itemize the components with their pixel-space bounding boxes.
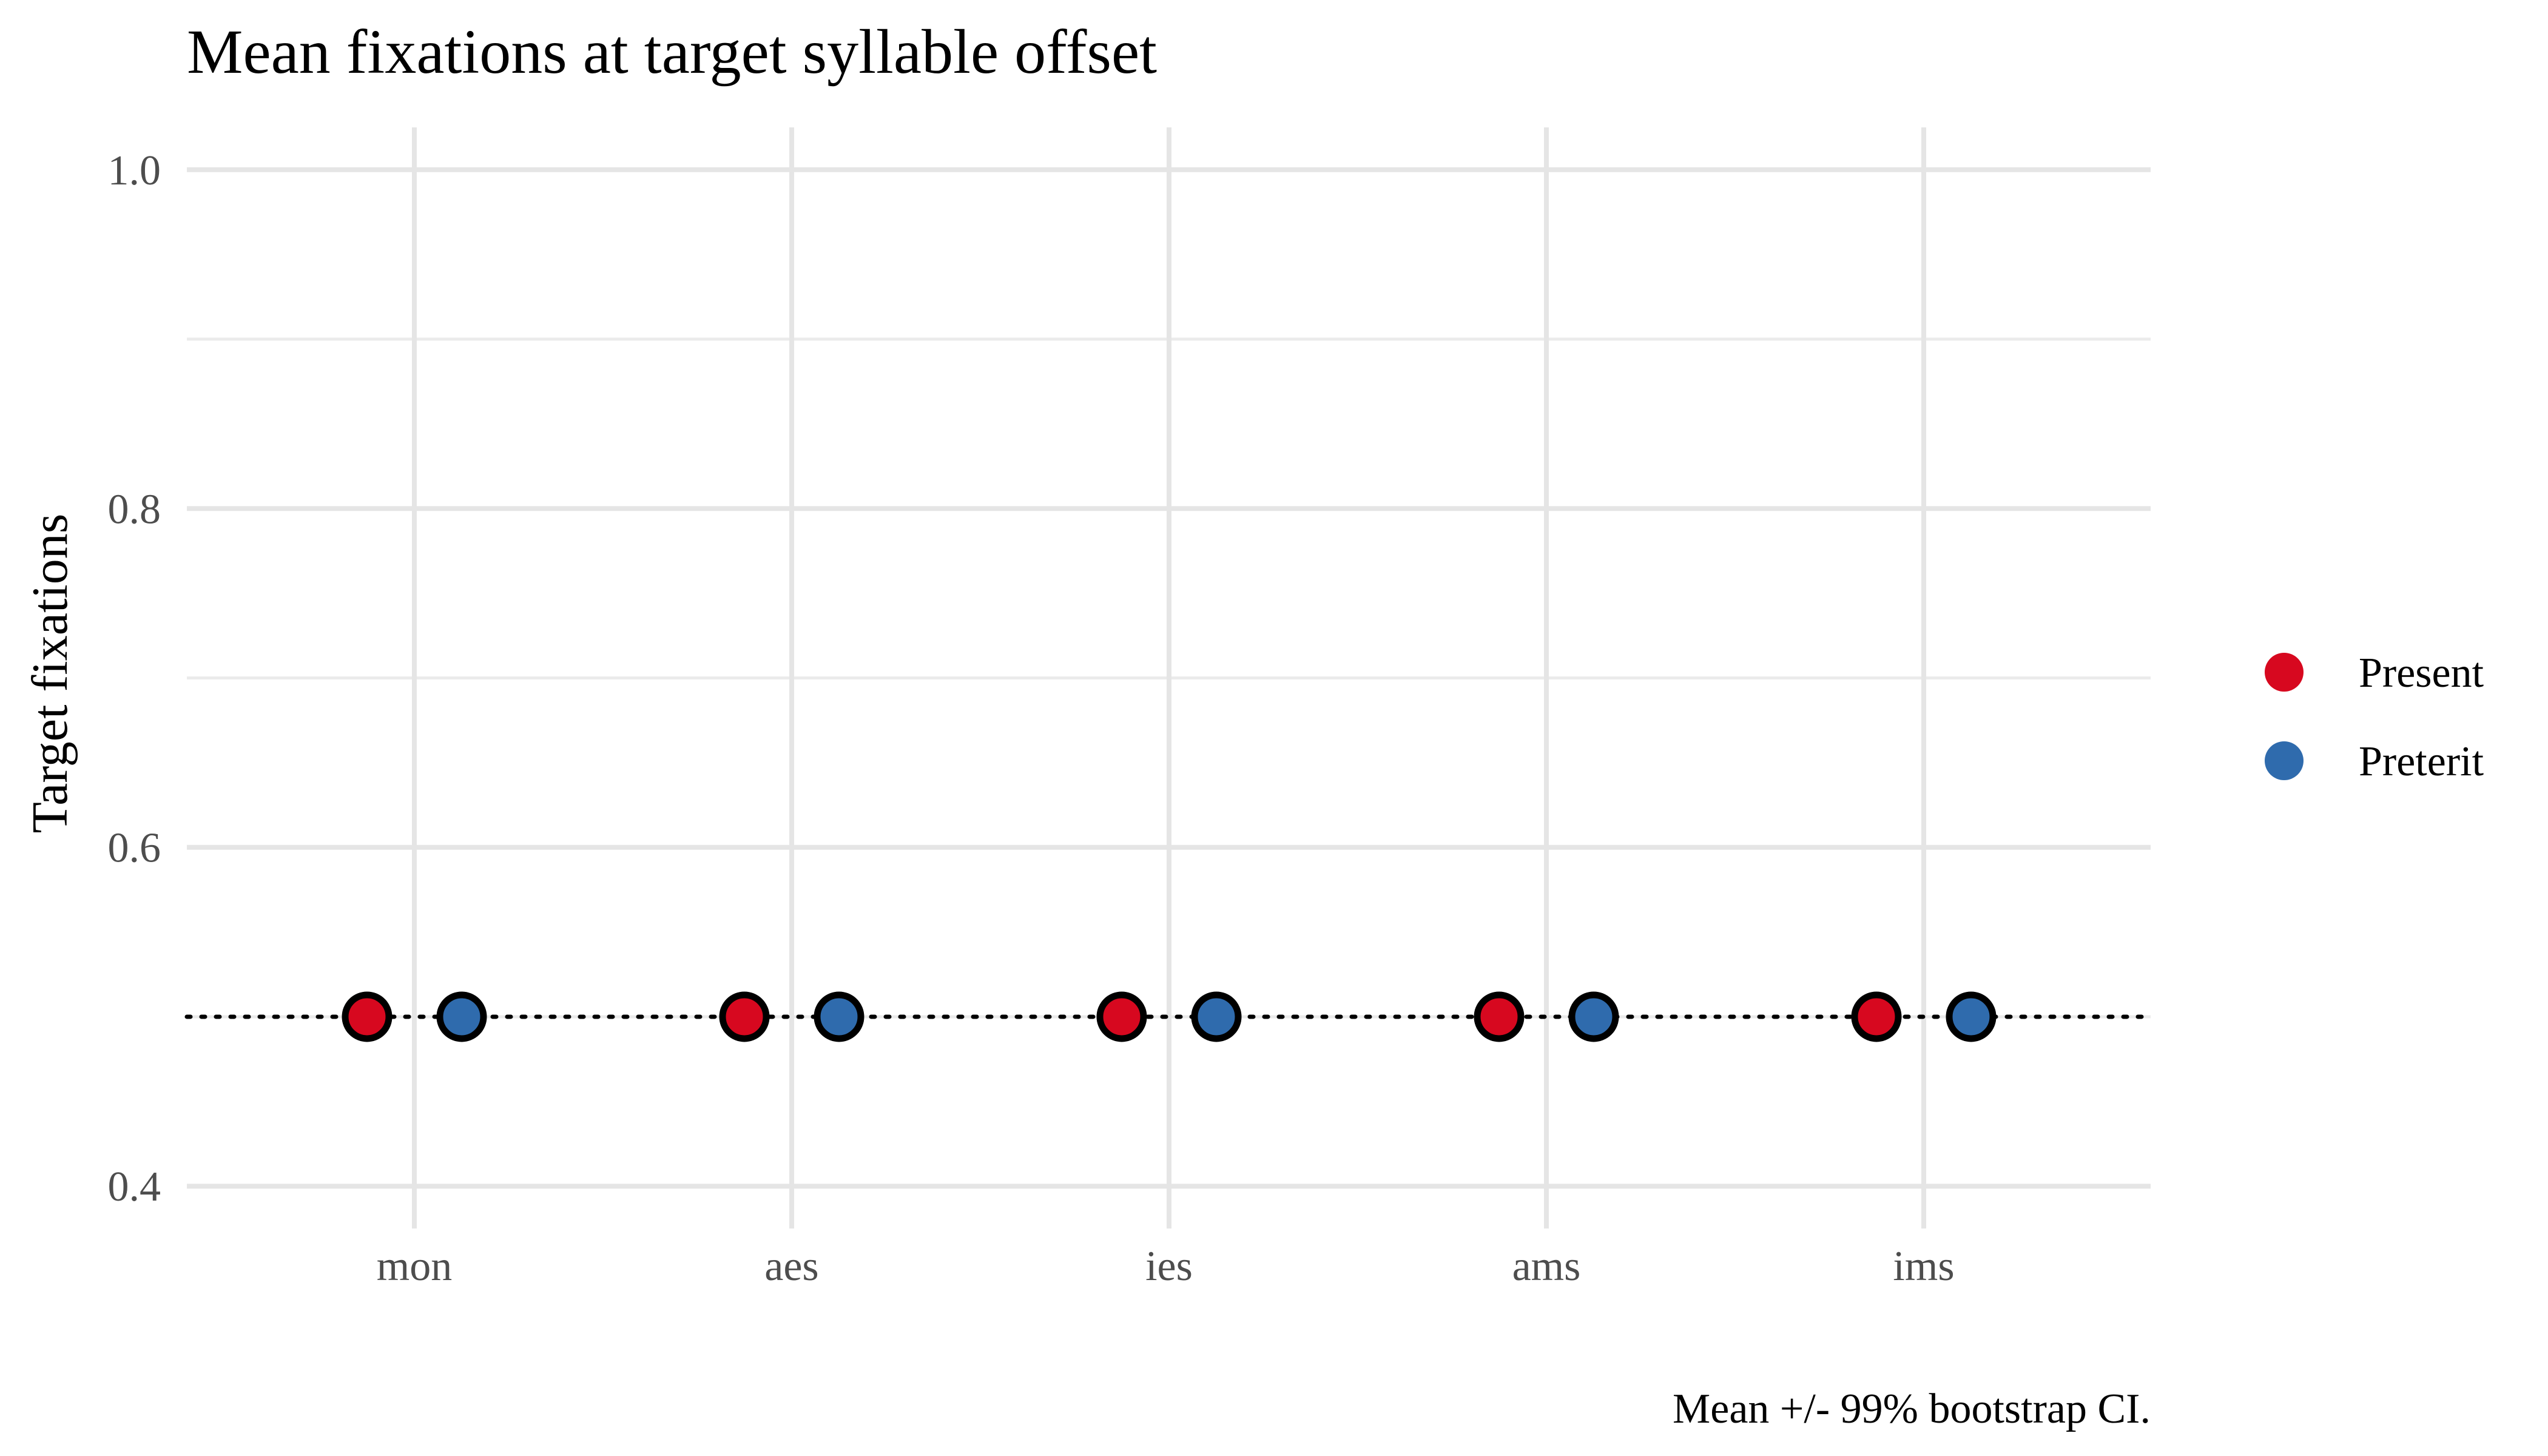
legend-label-present: Present (2359, 650, 2484, 696)
y-tick-label: 0.4 (108, 1164, 161, 1210)
x-axis-ticks: mon aes ies ams ims (377, 1243, 1955, 1290)
chart-title: Mean fixations at target syllable offset (187, 17, 1157, 87)
legend-key-present (2265, 653, 2304, 692)
data-point-present-ims (1851, 991, 1902, 1042)
grid-major (187, 127, 2151, 1228)
data-point-preterit-ies (1191, 991, 1242, 1042)
x-tick-label: ams (1512, 1243, 1581, 1290)
data-point-present-mon (342, 991, 393, 1042)
data-point-preterit-mon (436, 991, 487, 1042)
data-point-present-aes (719, 991, 770, 1042)
x-tick-label: ims (1893, 1243, 1954, 1290)
legend: Present Preterit (2265, 650, 2484, 785)
legend-key-preterit (2265, 741, 2304, 780)
y-axis-ticks: 0.4 0.6 0.8 1.0 (108, 147, 161, 1210)
x-tick-label: ies (1145, 1243, 1193, 1290)
data-point-preterit-ims (1946, 991, 1997, 1042)
y-tick-label: 0.8 (108, 486, 161, 533)
data-points (342, 991, 1997, 1042)
data-point-present-ams (1474, 991, 1525, 1042)
chart-caption: Mean +/- 99% bootstrap CI. (1673, 1386, 2151, 1432)
x-tick-label: mon (377, 1243, 452, 1290)
data-point-present-ies (1096, 991, 1147, 1042)
y-axis-label: Target fixations (22, 514, 78, 834)
x-tick-label: aes (764, 1243, 818, 1290)
data-point-preterit-ams (1568, 991, 1619, 1042)
y-tick-label: 0.6 (108, 825, 161, 872)
data-point-preterit-aes (814, 991, 864, 1042)
legend-label-preterit: Preterit (2359, 738, 2484, 785)
y-tick-label: 1.0 (108, 147, 161, 194)
